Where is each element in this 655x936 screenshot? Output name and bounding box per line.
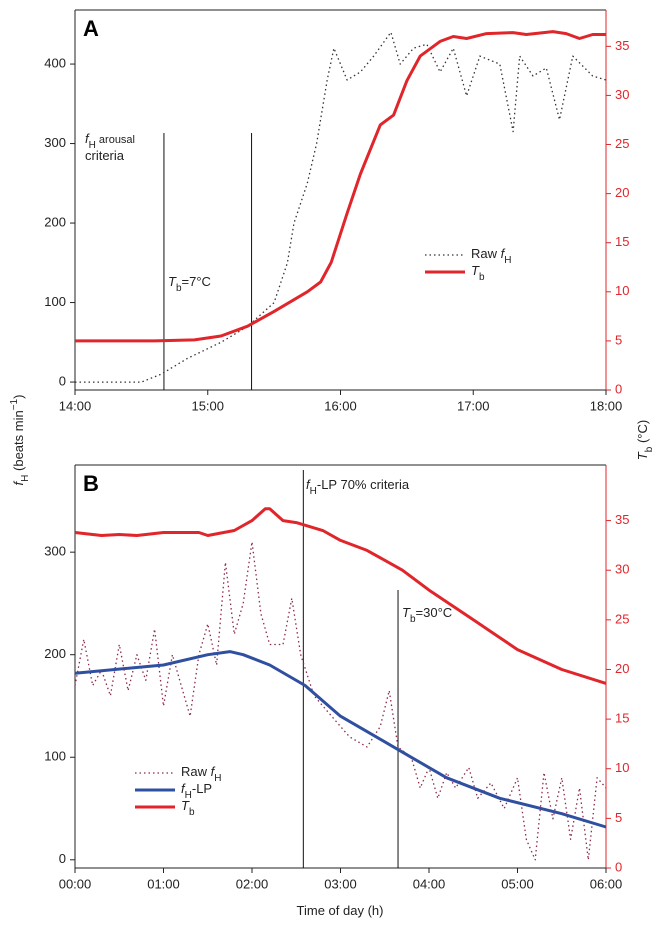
- text-part: H: [214, 773, 221, 784]
- legend-label: Tb: [181, 798, 195, 818]
- text-part: f: [501, 246, 506, 261]
- x-tick-label: 04:00: [413, 876, 446, 891]
- x-tick-label: 16:00: [324, 398, 357, 413]
- y2-tick-label: 5: [615, 810, 622, 825]
- y2-tick-label: 10: [615, 283, 629, 298]
- text-part: T: [471, 263, 480, 278]
- text-part: f: [306, 477, 311, 492]
- series-line: [74, 650, 607, 829]
- text-part: (°C): [635, 420, 650, 447]
- y-tick-label: 0: [59, 851, 66, 866]
- y2-tick-label: 20: [615, 661, 629, 676]
- y2-tick-label: 30: [615, 87, 629, 102]
- text-part: f: [211, 764, 216, 779]
- x-tick-label: 01:00: [147, 876, 180, 891]
- x-axis-label: Time of day (h): [297, 903, 384, 918]
- annotation: Tb=30°C: [402, 605, 452, 625]
- text-part: =7°C: [182, 274, 211, 289]
- y2-tick-label: 35: [615, 38, 629, 53]
- text-part: (beats min: [11, 410, 26, 474]
- y-axis-label: fH (beats min−1): [9, 395, 31, 486]
- annotation: criteria: [85, 148, 125, 163]
- x-tick-label: 00:00: [59, 876, 92, 891]
- x-tick-label: 06:00: [590, 876, 623, 891]
- x-tick-label: 18:00: [590, 398, 623, 413]
- y-tick-label: 200: [44, 646, 66, 661]
- y-tick-label: 300: [44, 544, 66, 559]
- text-part: arousal: [96, 134, 135, 146]
- y2-tick-label: 25: [615, 136, 629, 151]
- series-line: [75, 30, 606, 343]
- y2-tick-label: 30: [615, 562, 629, 577]
- x-tick-label: 02:00: [236, 876, 269, 891]
- text-part: b: [479, 272, 485, 283]
- legend-label: Raw fH: [471, 246, 511, 266]
- text-part: b: [176, 283, 182, 294]
- y-tick-label: 100: [44, 749, 66, 764]
- text-part: H: [89, 140, 96, 151]
- text-part: criteria: [85, 148, 125, 163]
- panel-label: B: [83, 471, 99, 496]
- text-part: Raw: [471, 246, 501, 261]
- y-tick-label: 400: [44, 55, 66, 70]
- y2-tick-label: 0: [615, 859, 622, 874]
- x-tick-label: 14:00: [59, 398, 92, 413]
- legend-label: Raw fH: [181, 764, 221, 784]
- y2-tick-label: 20: [615, 185, 629, 200]
- text-part: f: [181, 781, 186, 796]
- text-part: b: [189, 807, 195, 818]
- text-part: Time of day (h): [297, 903, 384, 918]
- x-tick-label: 17:00: [457, 398, 490, 413]
- legend-label: Tb: [471, 263, 485, 283]
- x-tick-label: 03:00: [324, 876, 357, 891]
- text-part: T: [402, 605, 411, 620]
- text-part: H: [185, 790, 192, 801]
- panel-label: A: [83, 16, 99, 41]
- annotation: fH-LP 70% criteria: [306, 477, 410, 497]
- y2-tick-label: 35: [615, 512, 629, 527]
- text-part: H: [504, 255, 511, 266]
- x-tick-label: 15:00: [191, 398, 224, 413]
- y-tick-label: 300: [44, 135, 66, 150]
- annotation: fH arousal: [85, 131, 135, 151]
- y2-tick-label: 15: [615, 711, 629, 726]
- y-tick-label: 100: [44, 294, 66, 309]
- y2-tick-label: 15: [615, 234, 629, 249]
- legend-label: fH-LP: [181, 781, 212, 801]
- y-tick-label: 0: [59, 373, 66, 388]
- text-part: -LP 70% criteria: [317, 477, 410, 492]
- text-part: Raw: [181, 764, 211, 779]
- y2-tick-label: 10: [615, 760, 629, 775]
- text-part: -LP: [192, 781, 212, 796]
- text-part: f: [85, 131, 90, 146]
- text-part: H: [20, 475, 31, 482]
- text-part: T: [168, 274, 177, 289]
- text-part: =30°C: [416, 605, 453, 620]
- y2-axis-label: Tb (°C): [635, 420, 655, 460]
- text-part: H: [310, 486, 317, 497]
- y-tick-label: 200: [44, 214, 66, 229]
- text-part: b: [410, 614, 416, 625]
- x-tick-label: 05:00: [501, 876, 534, 891]
- text-part: T: [181, 798, 190, 813]
- series-line: [75, 31, 607, 383]
- y2-tick-label: 0: [615, 381, 622, 396]
- text-part: b: [644, 446, 655, 452]
- text-part: T: [635, 451, 650, 460]
- text-part: −1: [9, 398, 20, 410]
- text-part: f: [11, 480, 26, 485]
- annotation: Tb=7°C: [168, 274, 211, 294]
- y2-tick-label: 25: [615, 611, 629, 626]
- text-part: ): [11, 395, 26, 399]
- series-line: [74, 507, 607, 685]
- series-line: [74, 541, 607, 861]
- y2-tick-label: 5: [615, 332, 622, 347]
